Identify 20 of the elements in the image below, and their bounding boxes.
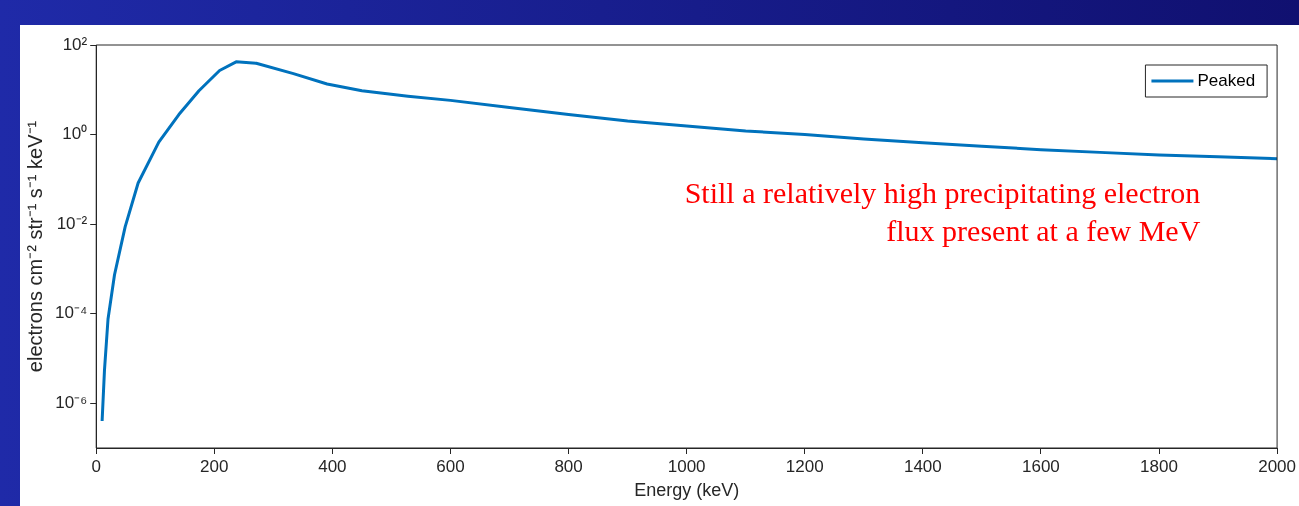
x-tick-label: 2000 xyxy=(1258,456,1296,476)
x-tick-label: 400 xyxy=(318,456,347,476)
x-tick-label: 1200 xyxy=(785,456,824,476)
x-tick-label: 1400 xyxy=(903,456,942,476)
x-tick-label: 1000 xyxy=(667,456,706,476)
annotation: Still a relatively high precipitating electron flux present at a few MeV xyxy=(684,175,1201,247)
y-tick-label: 10⁻⁴ xyxy=(55,303,88,323)
legend-label: Peaked xyxy=(1197,70,1256,90)
x-tick-label: 0 xyxy=(91,456,101,476)
y-tick-label: 10⁻² xyxy=(56,213,88,233)
x-tick-label: 800 xyxy=(554,456,583,476)
y-axis-title: electrons cm⁻² str⁻¹ s⁻¹ keV⁻¹ xyxy=(23,120,46,373)
x-tick-label: 1800 xyxy=(1140,456,1178,476)
x-tick-label: 1600 xyxy=(1022,456,1060,476)
y-tick-label: 10⁰ xyxy=(62,124,88,144)
x-tick-label: 200 xyxy=(200,456,229,476)
y-tick-label: 10² xyxy=(62,34,88,54)
x-axis-title: Energy (keV) xyxy=(634,480,740,501)
x-tick-label: 600 xyxy=(436,456,465,476)
y-tick-label: 10⁻⁶ xyxy=(55,392,88,412)
